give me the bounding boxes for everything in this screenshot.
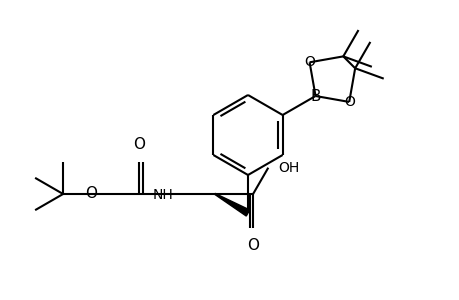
Text: B: B [310,88,320,104]
Text: O: O [303,55,314,69]
Text: O: O [246,238,258,253]
Text: O: O [343,95,354,109]
Text: O: O [133,137,145,152]
Text: NH: NH [152,188,173,202]
Polygon shape [214,194,249,216]
Text: OH: OH [278,161,299,175]
Text: O: O [85,187,97,202]
